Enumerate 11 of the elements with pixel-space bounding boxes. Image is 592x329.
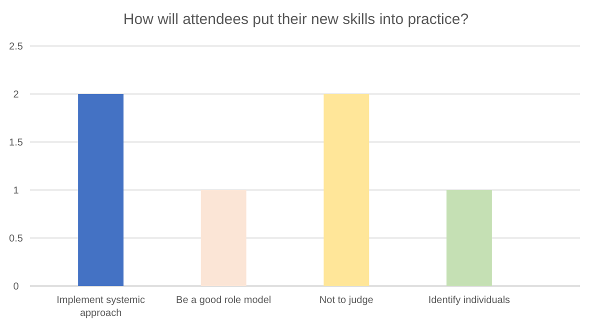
y-tick-label: 2.5: [9, 42, 24, 52]
y-tick-label: 0: [13, 282, 20, 292]
x-tick-label: Be a good role model: [176, 295, 272, 306]
y-tick-label: 1: [13, 186, 20, 196]
y-tick-label: 0.5: [9, 234, 24, 244]
x-tick-label: Implement systemic approach: [56, 295, 145, 319]
y-tick-label: 2: [13, 90, 20, 100]
y-tick-label: 1.5: [9, 138, 24, 148]
chart-title: How will attendees put their new skills into practice?: [123, 11, 469, 28]
x-tick-label: Identify individuals: [428, 295, 510, 306]
x-tick-label: Not to judge: [319, 295, 374, 306]
